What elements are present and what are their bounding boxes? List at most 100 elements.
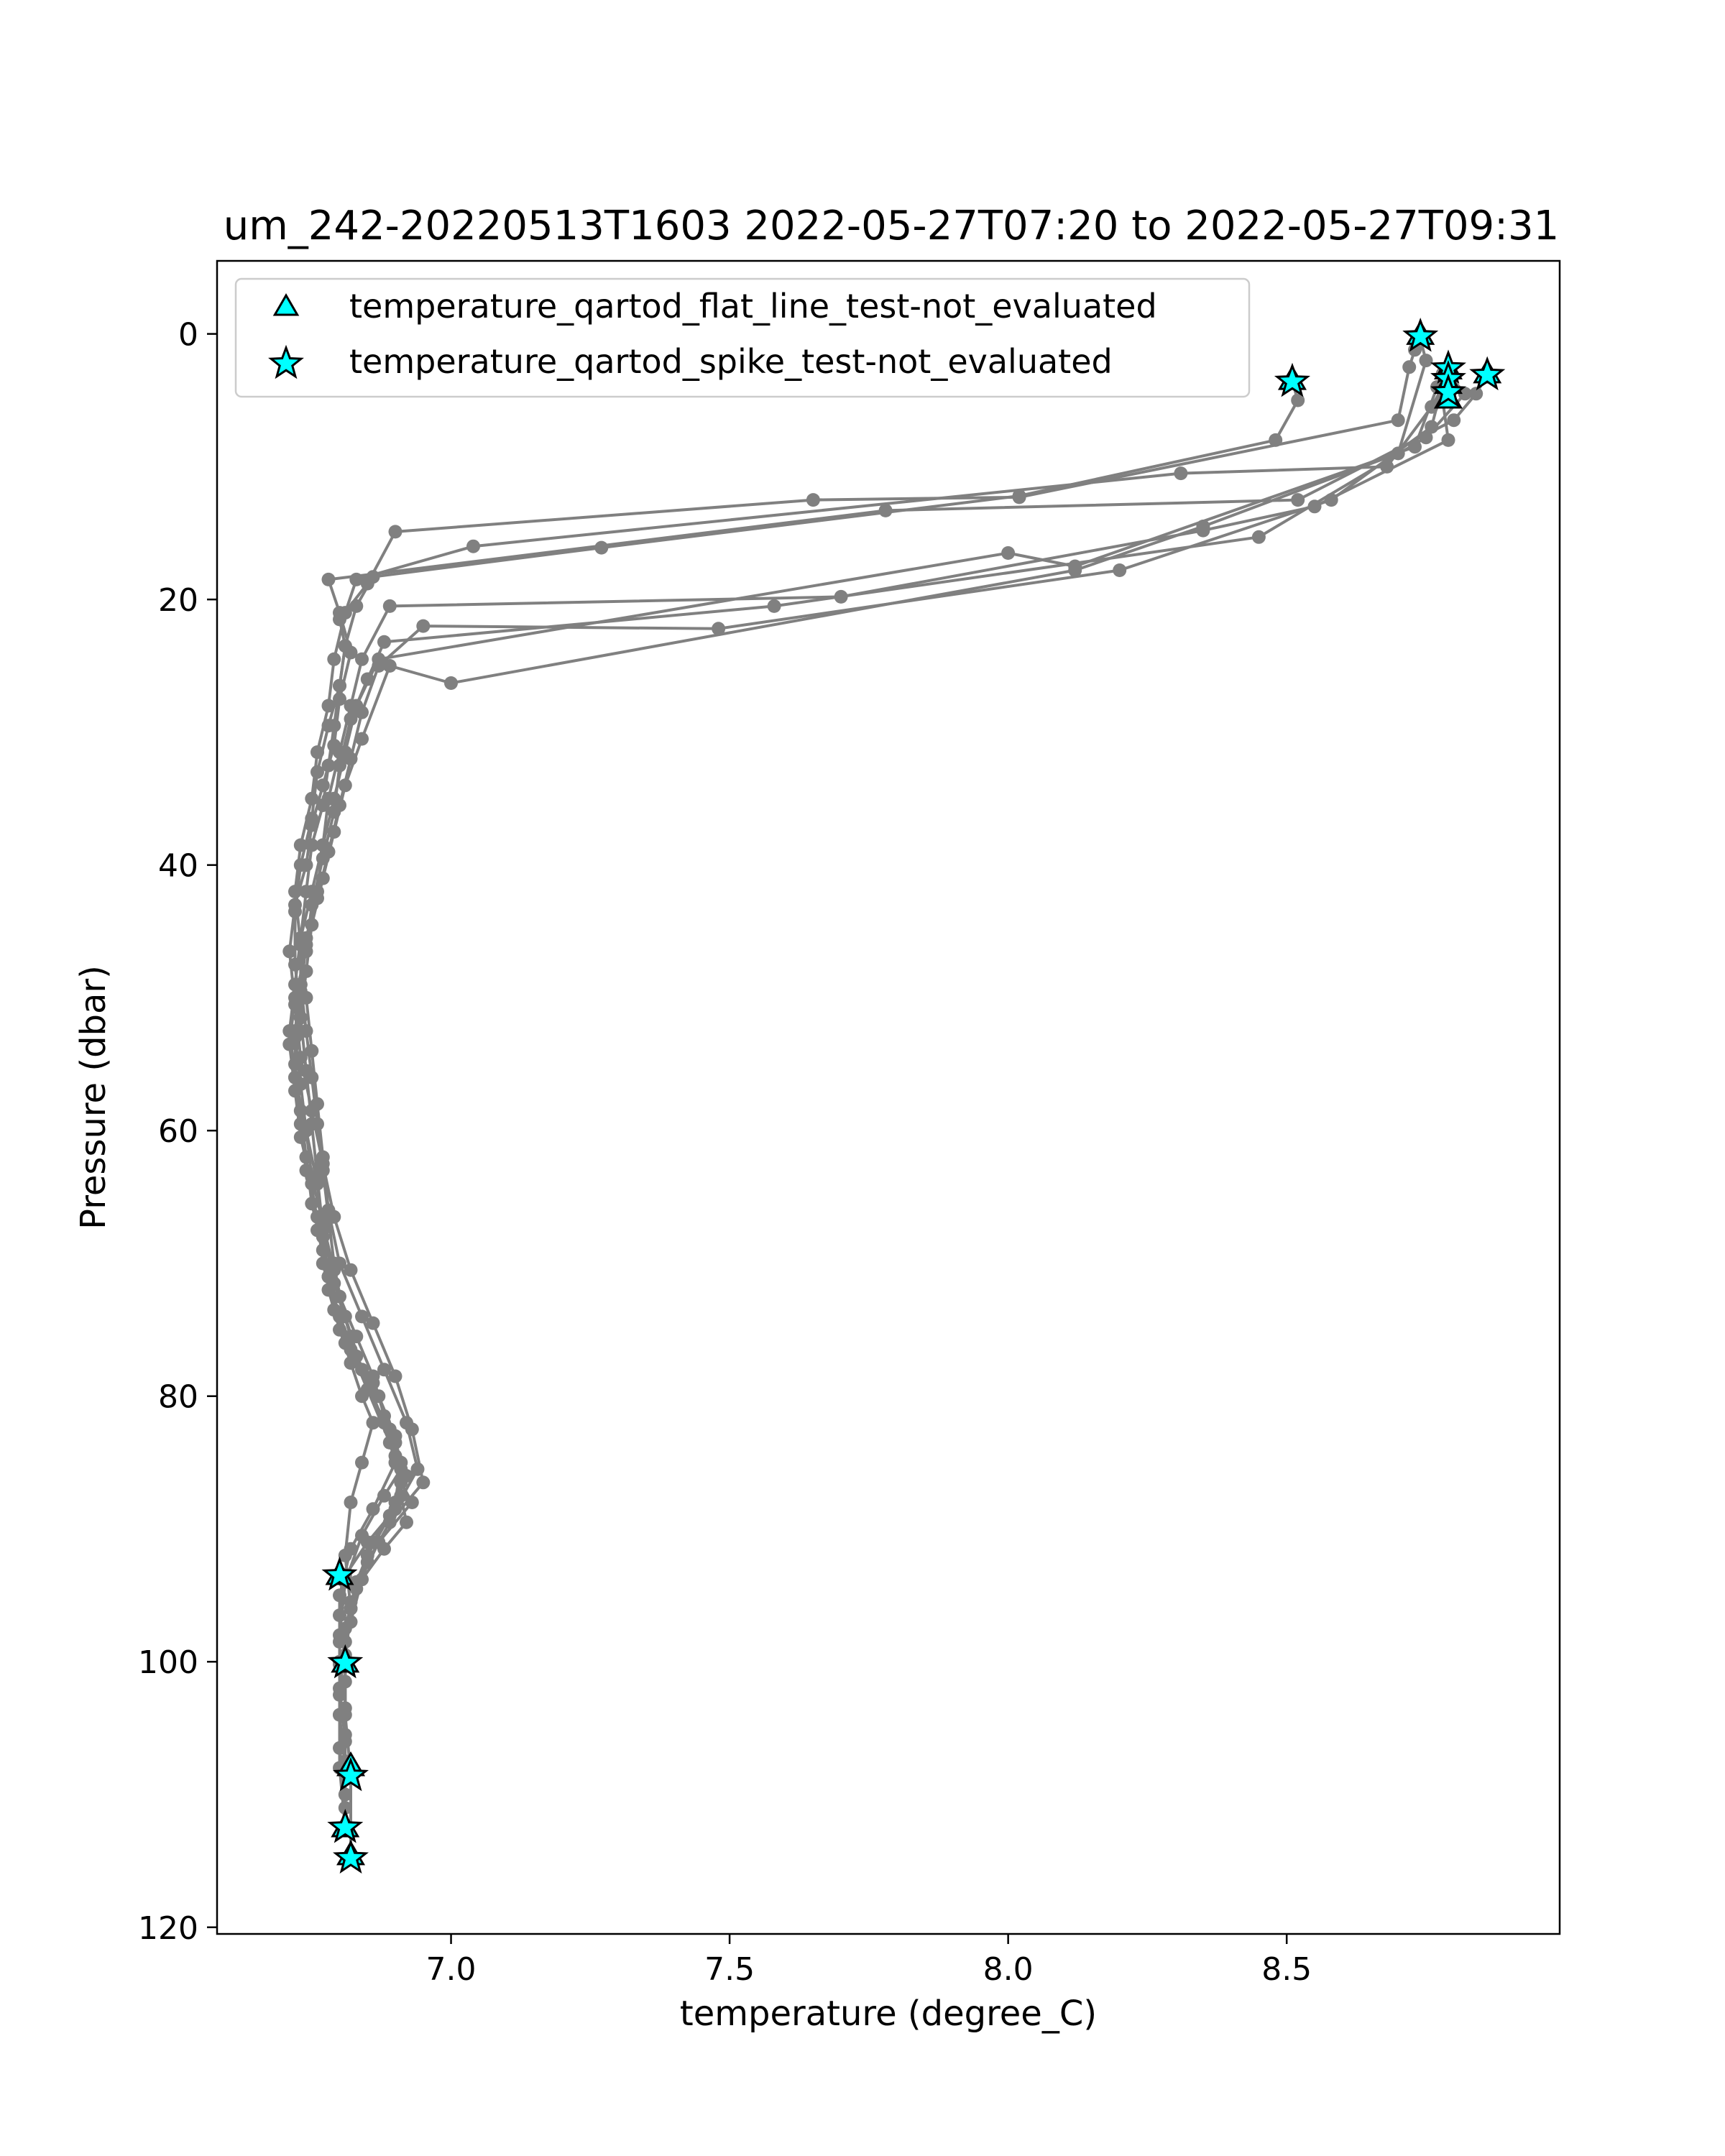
data-point xyxy=(338,1674,352,1689)
data-point xyxy=(338,1548,352,1562)
data-point xyxy=(366,1316,380,1330)
profile-line-4 xyxy=(293,381,1300,1795)
data-point xyxy=(316,871,330,885)
data-point xyxy=(305,1044,319,1058)
data-point xyxy=(416,1475,431,1490)
data-point xyxy=(1324,493,1338,507)
data-point xyxy=(366,1502,380,1516)
data-point xyxy=(355,732,369,746)
data-point xyxy=(344,1601,358,1616)
y-tick-label: 80 xyxy=(158,1379,198,1416)
data-point xyxy=(1068,563,1082,577)
data-point xyxy=(333,1322,346,1337)
data-point xyxy=(299,1064,313,1078)
y-axis-label: Pressure (dbar) xyxy=(73,965,114,1230)
data-point xyxy=(1001,546,1016,560)
data-point xyxy=(338,778,352,793)
y-tick-label: 120 xyxy=(138,1910,198,1947)
data-point xyxy=(388,525,402,539)
data-point xyxy=(388,1496,402,1509)
spike-marker xyxy=(1274,362,1310,397)
data-point xyxy=(333,606,346,620)
x-axis: 7.0 7.5 8.0 8.5 xyxy=(426,1934,1312,1988)
data-point xyxy=(400,1515,413,1529)
data-point xyxy=(316,1243,330,1257)
y-tick-label: 0 xyxy=(178,317,198,354)
legend-label-spike-test: temperature_qartod_spike_test-not_evalua… xyxy=(349,342,1113,381)
data-point xyxy=(338,1728,352,1742)
data-point xyxy=(806,493,820,507)
plot-frame xyxy=(216,259,1561,1935)
data-point xyxy=(310,765,324,779)
spike-marker xyxy=(333,1756,369,1792)
data-point xyxy=(382,659,397,673)
profile-line-5 xyxy=(288,391,1450,1742)
data-point xyxy=(712,622,726,636)
spike-marker xyxy=(333,1839,369,1874)
spike-marker xyxy=(1402,318,1439,352)
y-tick-label: 60 xyxy=(158,1113,198,1150)
spike-marker xyxy=(321,1556,358,1591)
data-point xyxy=(305,1197,319,1211)
data-point xyxy=(1269,433,1283,447)
y-tick-label: 20 xyxy=(158,582,198,619)
data-point xyxy=(405,1496,419,1509)
data-point xyxy=(355,1389,369,1404)
data-point xyxy=(594,540,609,555)
legend-box xyxy=(234,277,1251,398)
y-tick-label: 40 xyxy=(158,848,198,885)
x-tick-label: 7.5 xyxy=(704,1951,755,1988)
profile-line-2 xyxy=(293,368,1450,1828)
data-point xyxy=(416,619,431,633)
data-point xyxy=(366,1416,380,1430)
data-point xyxy=(366,1535,380,1549)
x-tick-label: 7.0 xyxy=(426,1951,477,1988)
data-point xyxy=(366,570,380,584)
data-point xyxy=(316,1156,330,1171)
data-point xyxy=(333,1635,346,1649)
data-point xyxy=(316,778,330,793)
data-point xyxy=(321,1283,336,1297)
data-point xyxy=(1419,354,1433,368)
data-point xyxy=(293,1104,308,1118)
legend-label-flat-line-test: temperature_qartod_flat_line_test-not_ev… xyxy=(349,287,1157,326)
data-point xyxy=(1391,446,1405,461)
data-point xyxy=(382,599,397,613)
legend-star-icon xyxy=(268,344,304,379)
spike-marker xyxy=(327,1808,364,1843)
data-point xyxy=(400,1469,413,1483)
y-axis: 0 20 40 60 80 100 120 xyxy=(138,317,217,1947)
data-point xyxy=(377,1363,391,1377)
data-point xyxy=(327,1263,341,1277)
data-point xyxy=(305,918,319,932)
data-point xyxy=(405,1422,419,1437)
x-tick-label: 8.0 xyxy=(983,1951,1034,1988)
data-point xyxy=(293,1010,308,1025)
data-point xyxy=(299,1150,313,1164)
data-point xyxy=(388,1455,402,1470)
data-point xyxy=(344,1263,358,1277)
data-point xyxy=(299,964,313,978)
data-point xyxy=(1469,387,1484,401)
plot-area xyxy=(282,318,1506,1874)
data-point xyxy=(338,1309,352,1324)
data-point xyxy=(1174,466,1188,481)
data-point xyxy=(338,639,352,653)
data-point xyxy=(305,811,319,826)
data-point xyxy=(767,599,781,613)
data-point xyxy=(349,699,364,713)
data-point xyxy=(466,539,480,553)
data-point xyxy=(333,1588,346,1603)
data-point xyxy=(349,599,364,613)
data-point xyxy=(288,1057,302,1072)
data-point xyxy=(1447,413,1461,428)
profile-line-9 xyxy=(293,338,1427,1609)
data-point xyxy=(388,1369,402,1383)
data-point xyxy=(1425,420,1439,434)
data-point xyxy=(444,676,458,690)
data-point xyxy=(1251,530,1266,544)
spike-marker xyxy=(327,1644,364,1679)
x-axis-label: temperature (degree_C) xyxy=(680,1994,1097,2034)
data-point xyxy=(355,1309,369,1324)
data-point xyxy=(382,1422,397,1437)
